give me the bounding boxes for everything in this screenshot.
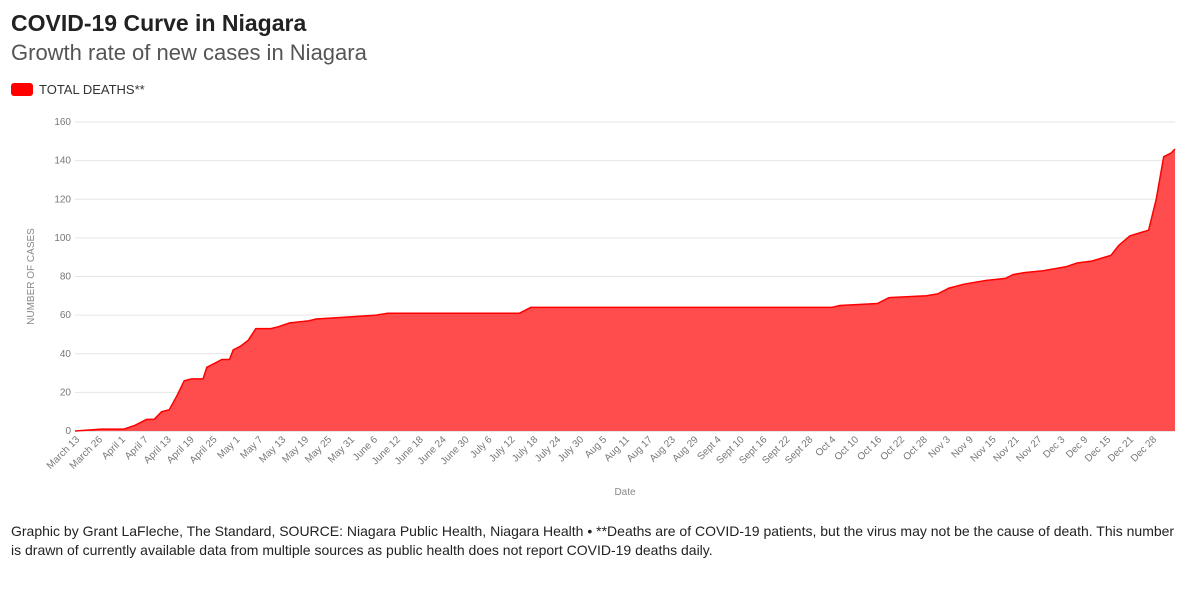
x-tick-label: April 1 — [100, 434, 128, 462]
y-tick-label: 120 — [54, 194, 71, 205]
x-tick-label: Dec 28 — [1129, 434, 1159, 464]
x-axis-title: Date — [614, 487, 636, 498]
legend-swatch — [11, 83, 33, 96]
x-tick-label: Oct 10 — [833, 434, 862, 463]
y-tick-label: 60 — [60, 310, 72, 321]
y-tick-label: 80 — [60, 272, 72, 283]
chart-title: COVID-19 Curve in Niagara — [11, 10, 307, 36]
y-tick-label: 20 — [60, 387, 72, 398]
source-note: Graphic by Grant LaFleche, The Standard,… — [11, 523, 1175, 558]
x-tick-label: May 31 — [326, 434, 357, 465]
x-tick-label: Oct 28 — [901, 434, 930, 463]
y-tick-label: 40 — [60, 349, 72, 360]
y-tick-label: 0 — [65, 426, 71, 437]
x-tick-label: Nov 27 — [1014, 434, 1044, 464]
legend-label: TOTAL DEATHS** — [39, 82, 145, 97]
x-tick-label: Nov 3 — [927, 434, 954, 461]
y-tick-label: 100 — [54, 233, 71, 244]
x-tick-label: July 30 — [556, 434, 586, 464]
legend: TOTAL DEATHS** — [11, 82, 145, 97]
x-tick-label: Aug 29 — [671, 434, 701, 464]
series-line — [74, 148, 1176, 432]
x-tick-label: Oct 16 — [856, 434, 885, 463]
y-axis-title: NUMBER OF CASES — [26, 228, 37, 325]
x-tick-label: May 1 — [215, 434, 242, 461]
chart-subtitle: Growth rate of new cases in Niagara — [11, 40, 367, 65]
y-tick-label: 140 — [54, 156, 71, 167]
series-area — [75, 149, 1175, 431]
x-tick-label: Oct 22 — [878, 434, 907, 463]
x-tick-label: Dec 3 — [1041, 434, 1068, 461]
y-tick-label: 160 — [54, 117, 71, 128]
